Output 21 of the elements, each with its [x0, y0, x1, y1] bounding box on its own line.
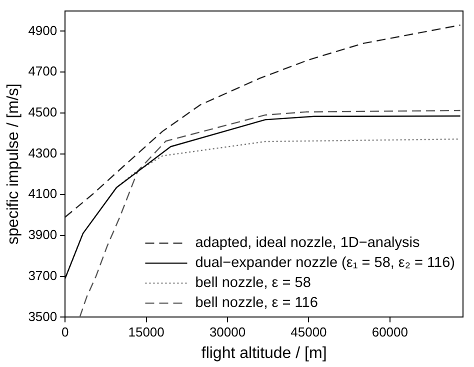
y-tick-label: 3500	[28, 308, 58, 324]
legend-label: adapted, ideal nozzle, 1D−analysis	[195, 235, 420, 252]
line-series	[65, 24, 461, 218]
y-tick-label: 4700	[28, 64, 58, 79]
y-tick-label: 3900	[28, 227, 58, 242]
y-axis-title: specific impulse / [m/s]	[5, 84, 22, 244]
y-tick-label: 4100	[28, 186, 58, 202]
y-tick-label: 4900	[28, 22, 58, 38]
x-axis-title: flight altitude / [m]	[201, 344, 327, 362]
legend-label: bell nozzle, ε = 58	[195, 275, 311, 292]
legend-label: dual−expander nozzle (ε₁ = 58, ε₂ = 116)	[195, 255, 456, 272]
x-tick-label: 30000	[209, 324, 246, 340]
y-tick-label: 3700	[28, 268, 58, 283]
x-tick-label: 15000	[128, 324, 164, 340]
y-tick-label: 4500	[28, 104, 58, 120]
x-tick-label: 60000	[372, 324, 408, 340]
x-tick-label: 45000	[290, 324, 327, 340]
y-tick-label: 4300	[28, 145, 58, 160]
legend-label: bell nozzle, ε = 116	[195, 295, 318, 312]
line-series	[79, 110, 461, 318]
x-tick-label: 0	[62, 324, 69, 340]
